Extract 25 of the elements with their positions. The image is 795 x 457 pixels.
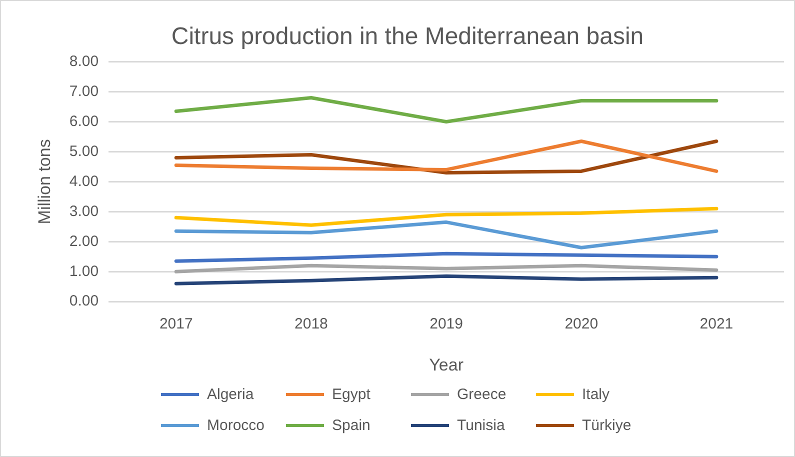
x-tick-label: 2021	[700, 316, 734, 333]
x-axis-title: Year	[429, 355, 464, 374]
legend-label: Egypt	[332, 386, 370, 403]
x-tick-label: 2020	[564, 316, 598, 333]
y-axis-title: Million tons	[34, 139, 54, 224]
y-tick-label: 7.00	[69, 82, 99, 100]
y-tick-label: 2.00	[69, 232, 99, 250]
legend-label: Italy	[582, 386, 610, 403]
x-tick-label: 2018	[294, 316, 328, 333]
legend-label: Spain	[332, 417, 370, 434]
y-tick-label: 6.00	[69, 112, 99, 130]
y-tick-label: 1.00	[69, 262, 99, 280]
legend-label: Algeria	[207, 386, 254, 403]
x-tick-label: 2019	[430, 316, 463, 333]
y-tick-label: 8.00	[69, 52, 99, 70]
y-tick-label: 5.00	[69, 142, 99, 160]
y-tick-label: 4.00	[69, 172, 99, 190]
y-tick-label: 0.00	[69, 292, 99, 310]
legend-label: Tunisia	[457, 417, 505, 434]
chart-title: Citrus production in the Mediterranean basin	[171, 23, 644, 50]
x-tick-label: 2017	[159, 316, 193, 333]
legend-label: Türkiye	[582, 417, 632, 434]
legend-label: Morocco	[207, 417, 265, 434]
legend-label: Greece	[457, 386, 506, 403]
y-tick-label: 3.00	[69, 202, 99, 220]
